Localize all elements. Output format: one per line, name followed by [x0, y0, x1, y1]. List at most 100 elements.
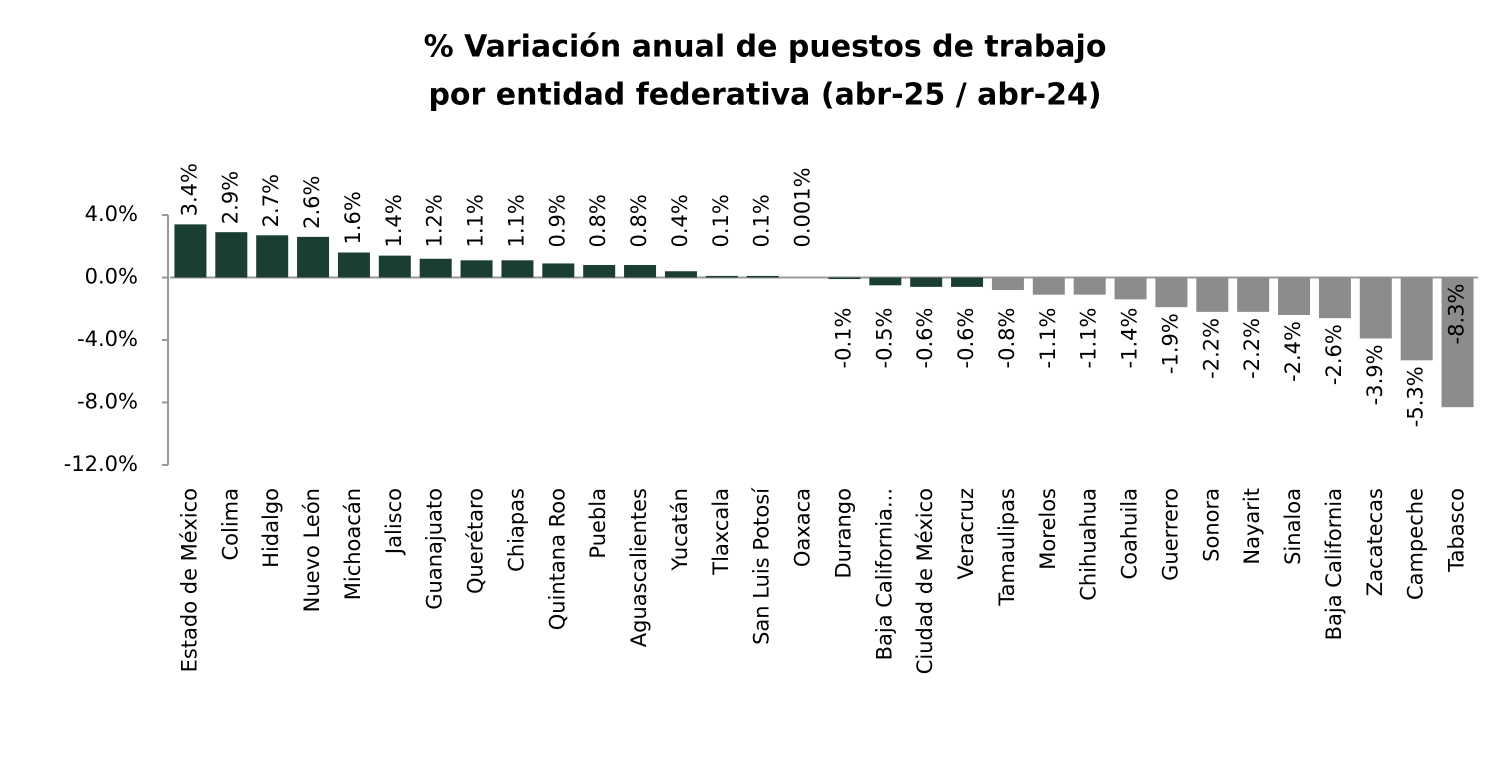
- value-label: 1.2%: [423, 194, 447, 247]
- x-tick-label: Chiapas: [504, 488, 528, 572]
- bar: [910, 277, 943, 287]
- value-label: -2.6%: [1322, 324, 1346, 385]
- value-label: -1.1%: [1077, 308, 1101, 369]
- value-label: -1.9%: [1158, 313, 1182, 374]
- bar: [1278, 277, 1311, 315]
- bar: [1155, 277, 1188, 308]
- x-tick-label: San Luis Potosí: [750, 487, 774, 645]
- bar: [1318, 277, 1351, 319]
- bar: [1032, 277, 1065, 295]
- value-label: -2.4%: [1281, 321, 1305, 382]
- y-tick-label: 0.0%: [85, 265, 138, 289]
- x-tick-label: Ciudad de México: [913, 488, 937, 674]
- x-tick-label: Durango: [831, 488, 855, 578]
- x-tick-label: Querétaro: [464, 488, 488, 594]
- y-tick-label: -12.0%: [64, 452, 138, 476]
- bar: [1441, 277, 1474, 408]
- value-label: -3.9%: [1363, 344, 1387, 405]
- x-tick-label: Baja California...: [872, 488, 896, 660]
- bar: [624, 265, 657, 278]
- x-tick-label: Zacatecas: [1363, 488, 1387, 596]
- chart-title: % Variación anual de puestos de trabajo: [424, 30, 1107, 65]
- value-label: 0.1%: [750, 194, 774, 247]
- x-tick-label: Hidalgo: [259, 488, 283, 568]
- y-tick-label: -4.0%: [77, 327, 138, 351]
- bar: [1114, 277, 1147, 300]
- y-tick-label: 4.0%: [85, 202, 138, 226]
- value-label: 0.4%: [668, 194, 692, 247]
- bar: [174, 224, 207, 278]
- bar: [1359, 277, 1392, 339]
- value-label: 0.9%: [545, 194, 569, 247]
- value-label: 1.1%: [464, 194, 488, 247]
- value-label: 2.7%: [259, 174, 283, 227]
- value-label: -0.6%: [954, 308, 978, 369]
- value-label: 1.1%: [504, 194, 528, 247]
- x-tick-label: Baja California: [1322, 488, 1346, 640]
- bar: [1400, 277, 1433, 361]
- value-label: -0.1%: [831, 308, 855, 369]
- bar: [1237, 277, 1270, 312]
- x-tick-label: Morelos: [1036, 488, 1060, 570]
- x-tick-label: Michoacán: [341, 488, 365, 600]
- bar: [256, 235, 289, 278]
- bar: [419, 258, 452, 278]
- bar: [705, 275, 738, 278]
- value-label: 1.6%: [341, 191, 365, 244]
- chart-title: por entidad federativa (abr-25 / abr-24): [428, 78, 1101, 113]
- value-label: -2.2%: [1240, 318, 1264, 379]
- value-label: -2.2%: [1199, 318, 1223, 379]
- bar: [991, 277, 1024, 290]
- x-tick-label: Veracruz: [954, 488, 978, 580]
- x-tick-label: Tamaulipas: [995, 488, 1019, 607]
- x-tick-label: Coahuila: [1118, 488, 1142, 580]
- bar: [951, 277, 984, 287]
- bar: [583, 265, 616, 278]
- value-label: -1.4%: [1118, 308, 1142, 369]
- bar: [869, 277, 902, 286]
- value-label: 0.1%: [709, 194, 733, 247]
- value-label: -5.3%: [1404, 366, 1428, 427]
- value-label: 0.001%: [791, 167, 815, 247]
- x-tick-label: Chihuahua: [1077, 488, 1101, 601]
- value-label: -0.5%: [872, 308, 896, 369]
- bar: [828, 277, 861, 280]
- value-label: -8.3%: [1445, 284, 1469, 345]
- x-tick-label: Estado de México: [177, 488, 201, 672]
- x-tick-label: Yucatán: [668, 488, 692, 572]
- bar: [1196, 277, 1229, 312]
- bar: [215, 232, 248, 278]
- bar: [460, 260, 493, 278]
- value-label: 3.4%: [177, 163, 201, 216]
- bar: [337, 252, 370, 278]
- bar: [542, 263, 575, 278]
- x-tick-label: Campeche: [1404, 488, 1428, 600]
- bar: [501, 260, 534, 278]
- value-label: -0.6%: [913, 308, 937, 369]
- value-label: 1.4%: [382, 194, 406, 247]
- bar: [746, 275, 779, 278]
- value-label: 0.8%: [627, 194, 651, 247]
- bar: [297, 236, 330, 278]
- value-label: -0.8%: [995, 308, 1019, 369]
- x-tick-label: Nuevo León: [300, 488, 324, 612]
- value-label: -1.1%: [1036, 308, 1060, 369]
- x-tick-label: Puebla: [586, 488, 610, 559]
- x-tick-label: Quintana Roo: [545, 488, 569, 630]
- x-tick-label: Sonora: [1199, 488, 1223, 562]
- x-tick-label: Nayarit: [1240, 488, 1264, 565]
- y-tick-label: -8.0%: [77, 390, 138, 414]
- x-tick-label: Guerrero: [1158, 488, 1182, 581]
- x-tick-label: Colima: [218, 488, 242, 561]
- x-tick-label: Sinaloa: [1281, 488, 1305, 565]
- x-tick-label: Guanajuato: [423, 488, 447, 610]
- bar: [1073, 277, 1106, 295]
- bar: [664, 271, 697, 278]
- value-label: 2.9%: [218, 171, 242, 224]
- x-tick-label: Tlaxcala: [709, 488, 733, 576]
- x-tick-label: Oaxaca: [791, 488, 815, 567]
- value-label: 2.6%: [300, 176, 324, 229]
- x-tick-label: Aguascalientes: [627, 488, 651, 647]
- x-tick-label: Jalisco: [382, 488, 406, 556]
